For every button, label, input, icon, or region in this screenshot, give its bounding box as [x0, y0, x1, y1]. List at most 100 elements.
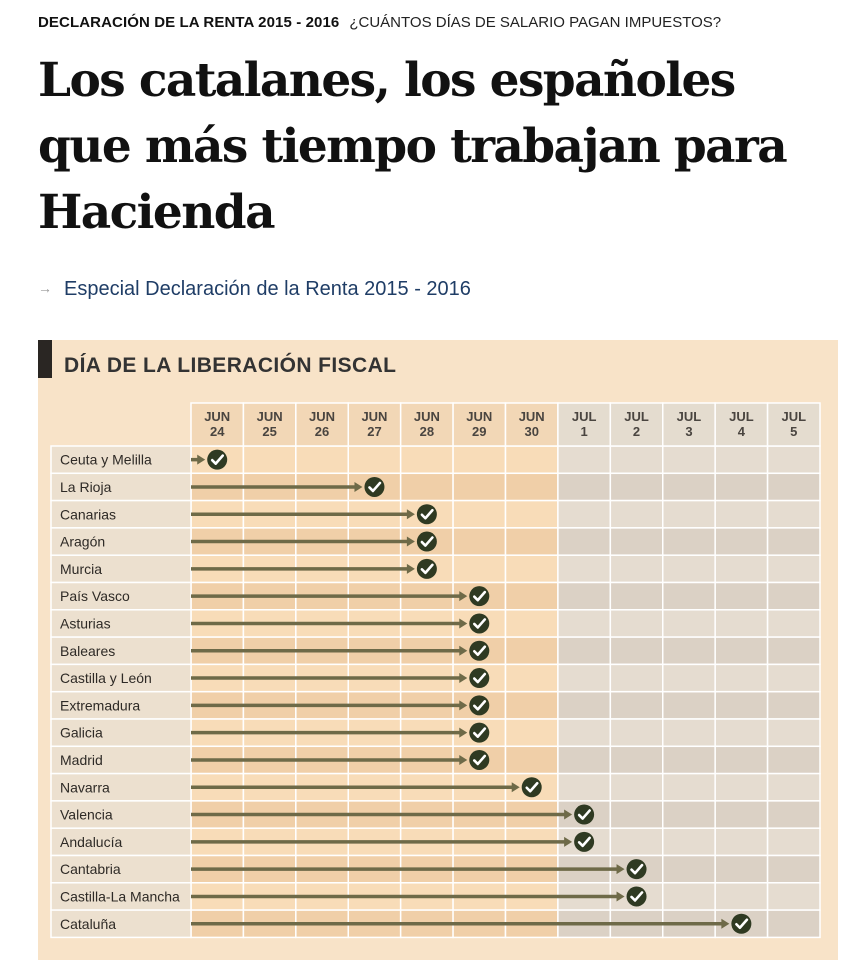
grid-cell	[557, 636, 612, 666]
grid-cell	[714, 581, 769, 611]
grid-cell	[714, 690, 769, 720]
row-label: Valencia	[60, 807, 113, 823]
chart-container: DÍA DE LA LIBERACIÓN FISCAL JUN 24 JUN 25 JU…	[38, 340, 838, 960]
row-label: Madrid	[60, 752, 103, 768]
row-arrow-head	[721, 918, 730, 929]
grid-cell	[766, 718, 821, 748]
grid-cell	[662, 663, 716, 693]
row-arrow-head	[459, 591, 468, 602]
column-month-label: JUL	[572, 409, 597, 424]
row-label-cell	[50, 745, 192, 775]
grid-cell	[609, 581, 664, 611]
grid-cell	[609, 554, 664, 584]
grid-cell	[557, 609, 612, 638]
grid-cell	[662, 609, 716, 638]
row-label-cell	[50, 636, 192, 666]
grid-cell	[766, 800, 821, 829]
row-arrow-head	[459, 700, 468, 711]
grid-cell	[714, 854, 769, 884]
grid-cell	[662, 499, 716, 529]
grid-cell	[557, 772, 612, 802]
grid-cell	[609, 800, 664, 829]
header-cell	[609, 402, 664, 447]
chart-title: DÍA DE LA LIBERACIÓN FISCAL	[64, 354, 397, 377]
special-link[interactable]: → Especial Declaración de la Renta 2015 -…	[38, 278, 471, 301]
row-arrow-head	[459, 754, 468, 765]
column-month-label: JUN	[519, 409, 545, 424]
column-day-label: 5	[790, 424, 797, 439]
grid-cell	[714, 718, 769, 748]
check-icon	[469, 613, 490, 634]
kicker: DECLARACIÓN DE LA RENTA 2015 - 2016 ¿CUÁN…	[38, 14, 721, 31]
check-icon	[364, 476, 385, 497]
grid-cell	[662, 472, 716, 502]
row-arrow-head	[406, 563, 415, 574]
check-mark	[577, 809, 591, 820]
check-mark	[577, 836, 591, 848]
check-icon	[469, 749, 490, 770]
grid-cell	[714, 800, 769, 829]
grid-cell	[557, 745, 612, 775]
grid-cell	[662, 882, 716, 911]
grid-cells	[190, 445, 821, 939]
check-mark	[630, 863, 644, 875]
grid-cell	[662, 636, 716, 666]
column-month-label: JUN	[257, 409, 283, 424]
check-mark	[472, 590, 487, 602]
header-cell	[295, 402, 350, 447]
grid-cell	[766, 527, 821, 556]
grid-cell	[609, 499, 664, 529]
row-arrow-head	[564, 809, 573, 820]
column-month-label: JUL	[782, 409, 807, 424]
check-mark	[735, 918, 749, 930]
grid-cell	[609, 609, 664, 638]
grid-cell	[662, 827, 716, 857]
grid-cell	[609, 663, 664, 693]
check-icon	[626, 886, 647, 907]
check-icon	[469, 668, 490, 689]
column-month-label: JUN	[466, 409, 492, 424]
check-mark	[525, 781, 539, 793]
row-arrow-head	[406, 536, 415, 547]
grid-cell	[504, 445, 559, 475]
grid-cell	[242, 445, 297, 475]
grid-cell	[766, 909, 821, 939]
grid-cell	[662, 745, 716, 775]
grid-cell	[504, 636, 559, 666]
header-cell	[504, 402, 559, 447]
grid-cell	[504, 745, 559, 775]
column-day-label: 2	[633, 424, 640, 439]
column-month-label: JUL	[624, 409, 649, 424]
row-label: Asturias	[60, 615, 111, 631]
header-cell	[662, 402, 716, 447]
grid-cell	[504, 663, 559, 693]
kicker-question[interactable]: ¿CUÁNTOS DÍAS DE SALARIO PAGAN IMPUESTOS…	[349, 14, 722, 31]
grid-cell	[504, 609, 559, 638]
row-label-cell	[50, 445, 192, 475]
row-label-cell	[50, 609, 192, 638]
grid-cell	[766, 609, 821, 638]
row-label: Baleares	[60, 643, 115, 659]
row-label: La Rioja	[60, 479, 112, 495]
section-label[interactable]: DECLARACIÓN DE LA RENTA 2015 - 2016	[38, 14, 340, 31]
check-icon	[469, 586, 490, 607]
row-label-cell	[50, 772, 192, 802]
check-icon	[469, 695, 490, 716]
grid-cell	[609, 527, 664, 556]
grid-cell	[557, 581, 612, 611]
column-day-label: 4	[738, 424, 746, 439]
check-mark	[420, 563, 434, 575]
grid-cell	[452, 499, 507, 529]
column-day-label: 1	[581, 424, 588, 439]
grid-cell	[609, 472, 664, 502]
check-icon	[416, 558, 437, 579]
row-label-cell	[50, 472, 192, 502]
row-label: Castilla y León	[60, 670, 152, 686]
check-mark	[472, 754, 487, 766]
row-arrow-head	[511, 782, 520, 793]
header-cell	[399, 402, 454, 447]
row-label-cell	[50, 854, 192, 884]
header-cell	[452, 402, 507, 447]
column-day-label: 29	[472, 424, 486, 439]
row-label: Cantabria	[60, 861, 121, 877]
